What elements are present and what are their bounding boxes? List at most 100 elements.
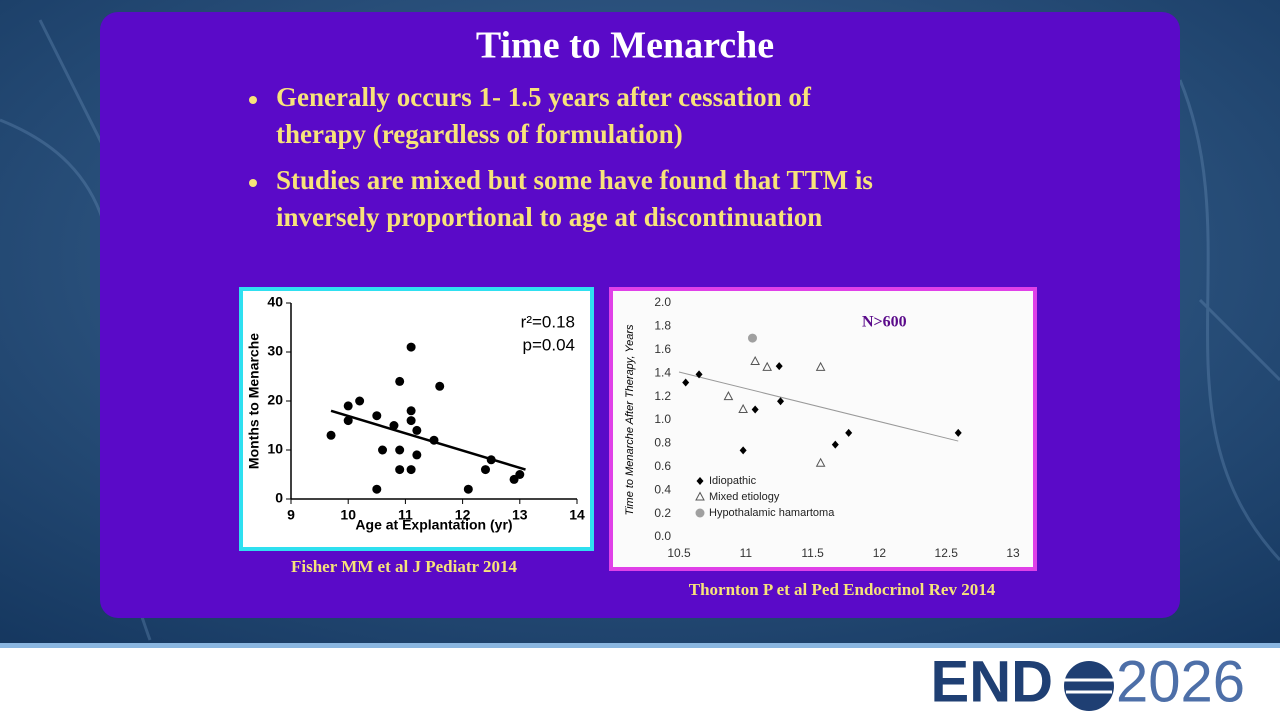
y-tick-label: 0 (275, 490, 283, 506)
logo-globe-lines (1064, 678, 1114, 694)
legend-label: Mixed etiology (709, 491, 780, 503)
point (395, 465, 405, 475)
y-tick-label: 0.4 (654, 482, 671, 496)
x-axis-label: Age at Explantation (yr) (355, 517, 512, 533)
annotation: N>600 (862, 314, 907, 331)
figure-frame (239, 287, 594, 551)
point (395, 445, 405, 455)
point (355, 396, 365, 406)
bullet-dot (249, 179, 257, 187)
point (395, 376, 405, 386)
point (747, 333, 757, 343)
point (463, 484, 473, 494)
caption: Fisher MM et al J Pediatr 2014 (291, 557, 517, 576)
bullet-text: therapy (regardless of formulation) (276, 119, 683, 149)
point (723, 391, 734, 401)
point (682, 378, 690, 387)
y-tick-label: 1.0 (654, 412, 671, 426)
bullet-list: Generally occurs 1- 1.5 years after cess… (249, 82, 873, 232)
point (954, 428, 962, 437)
y-tick-label: 20 (267, 392, 283, 408)
point (326, 430, 336, 440)
legend-marker (695, 491, 705, 501)
point (406, 406, 416, 416)
point (831, 440, 839, 449)
point (412, 425, 422, 435)
legend-label: Idiopathic (709, 475, 757, 487)
charts: 9 10 11 12 13 14 0 10 20 30 40 Age at Explantation … (246, 294, 1020, 560)
point (372, 484, 382, 494)
point (406, 416, 416, 426)
caption: Thornton P et al Ped Endocrinol Rev 2014 (689, 580, 996, 599)
y-axis-label: Time to Menarche After Therapy, Years (624, 324, 636, 516)
y-tick-label: 0.0 (654, 529, 671, 543)
point (739, 446, 747, 455)
point (372, 411, 382, 421)
point (406, 465, 416, 475)
divider (0, 643, 1280, 648)
y-tick-label: 0.2 (654, 506, 671, 520)
point (775, 362, 783, 371)
y-tick-label: 0.8 (654, 436, 671, 450)
annotation: p=0.04 (523, 335, 575, 354)
y-tick-label: 0.6 (654, 459, 671, 473)
y-tick-label: 2.0 (654, 295, 671, 309)
x-tick-label: 11 (398, 507, 413, 523)
point (412, 450, 422, 460)
x-tick-label: 12 (455, 507, 471, 523)
point (777, 397, 785, 406)
trend-line (678, 371, 959, 442)
point (480, 465, 490, 475)
point (751, 405, 759, 414)
bullet-text: Studies are mixed but some have found th… (276, 165, 873, 195)
point (738, 403, 748, 413)
y-axis-label: Months to Menarche (246, 333, 262, 469)
y-tick-label: 30 (267, 343, 283, 359)
legend-marker (696, 477, 704, 485)
bullet-text: inversely proportional to age at discont… (276, 202, 822, 232)
slide-title: Time to Menarche (476, 25, 774, 67)
figure-frame (609, 287, 1037, 571)
x-tick-label: 13 (1006, 546, 1020, 560)
point (429, 435, 439, 445)
point (845, 428, 853, 437)
point (815, 457, 826, 467)
annotation: r²=0.18 (521, 312, 575, 331)
y-tick-label: 1.2 (654, 389, 671, 403)
point (695, 370, 703, 379)
point (406, 342, 416, 352)
x-tick-label: 10 (340, 507, 356, 523)
y-tick-label: 40 (267, 294, 283, 310)
point (343, 401, 353, 411)
point (815, 361, 826, 371)
legend-marker (695, 508, 705, 518)
logo-text: END (931, 649, 1053, 714)
point (750, 355, 760, 365)
x-tick-label: 11 (740, 546, 753, 560)
point (435, 381, 445, 391)
logo-text: 2026 (1116, 649, 1245, 714)
x-tick-label: 12.5 (935, 546, 959, 560)
bullet-dot (249, 96, 257, 104)
point (378, 445, 388, 455)
x-tick-label: 9 (287, 507, 295, 523)
point (486, 455, 496, 465)
y-tick-label: 10 (267, 441, 283, 457)
bullet-text: Generally occurs 1- 1.5 years after cess… (276, 82, 812, 112)
logo-globe (1064, 661, 1114, 711)
x-tick-label: 14 (569, 507, 585, 523)
y-tick-label: 1.6 (654, 342, 671, 356)
point (515, 470, 525, 479)
x-tick-label: 13 (512, 507, 528, 523)
y-tick-label: 1.4 (654, 365, 671, 379)
point (389, 421, 399, 430)
y-tick-label: 1.8 (654, 319, 671, 333)
legend-label: Hypothalamic hamartoma (709, 507, 835, 519)
x-tick-label: 10.5 (667, 546, 691, 560)
x-tick-label: 12 (873, 546, 887, 560)
point (343, 416, 353, 426)
x-tick-label: 11.5 (801, 546, 824, 560)
point (762, 361, 773, 371)
